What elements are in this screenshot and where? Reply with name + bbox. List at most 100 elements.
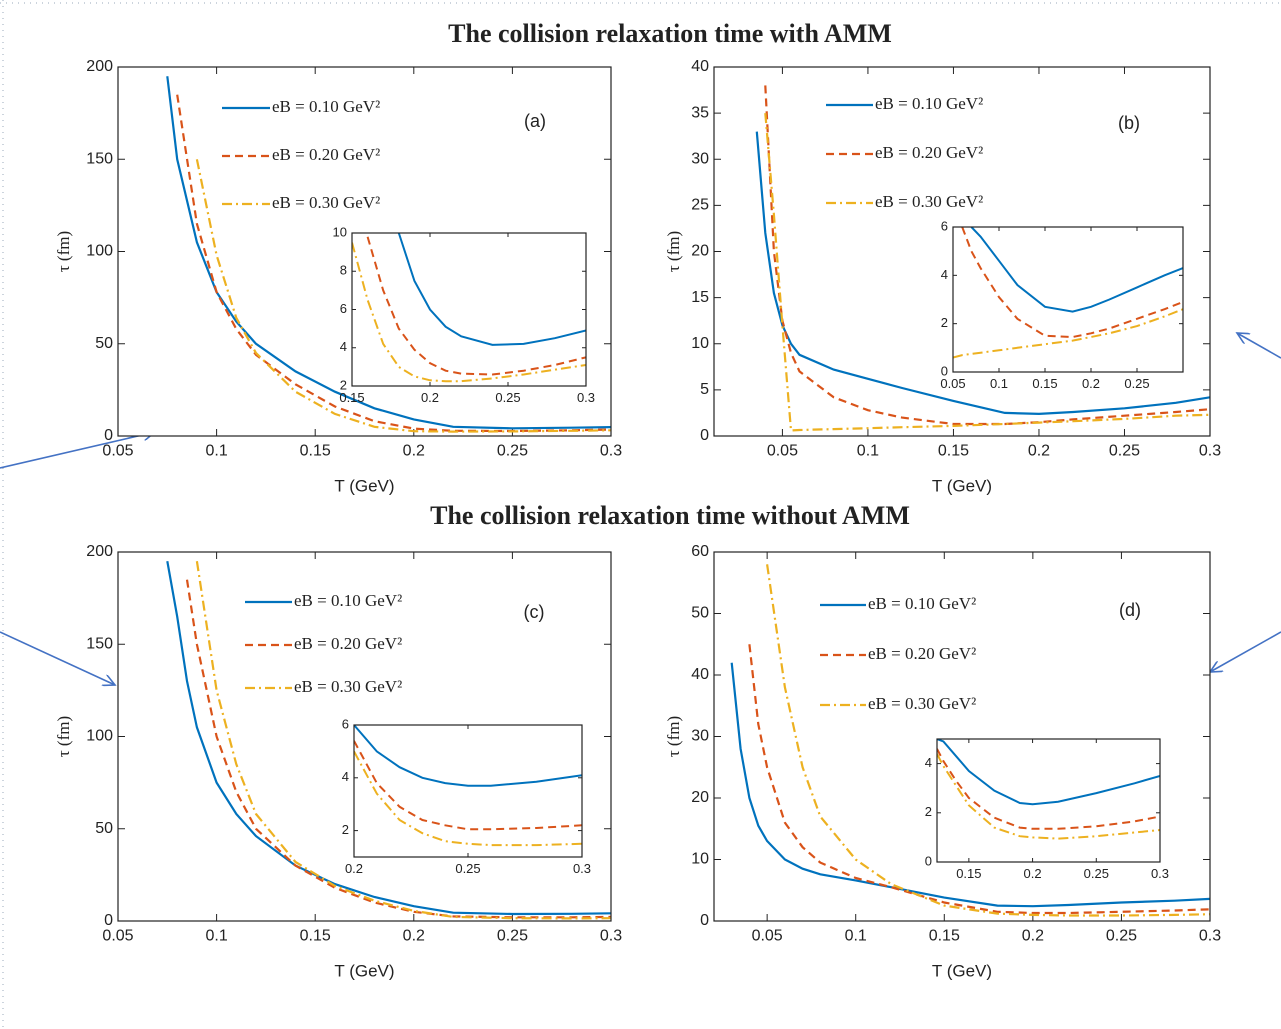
series-line (185, 579, 611, 919)
y-tick-label: 100 (86, 728, 113, 745)
axes-frame (351, 232, 587, 387)
inset: 0.15 0.2 0.25 0.3 0 2 4 (925, 738, 1169, 881)
y-tick-label: 50 (95, 335, 113, 352)
series-line (764, 85, 1210, 426)
series-line (937, 748, 1160, 830)
y-tick-label: 50 (95, 820, 113, 837)
y-tick-label: 0 (104, 912, 113, 929)
x-tick-label: 0.3 (1199, 442, 1221, 459)
y-tick-label: 30 (691, 150, 709, 167)
y-tick-label: 20 (691, 243, 709, 260)
series-line (366, 236, 586, 376)
series-line (354, 725, 582, 787)
section-title: The collision relaxation time without AM… (430, 501, 910, 530)
legend-label: eB = 0.10 GeV² (868, 594, 976, 613)
x-tick-label: 0.15 (339, 390, 364, 405)
x-tick-label: 0.25 (495, 390, 520, 405)
axes-frame (713, 66, 1211, 437)
y-tick-label: 4 (925, 755, 932, 770)
axes-frame (713, 551, 1211, 922)
y-tick-label: 4 (342, 769, 349, 784)
x-axis-label: T (GeV) (932, 961, 992, 980)
y-tick-label: 50 (691, 605, 709, 622)
series-line (195, 159, 611, 433)
series-line (970, 227, 1183, 313)
y-tick-label: 6 (941, 218, 948, 233)
arrow (1210, 631, 1281, 672)
axes-frame (353, 724, 583, 858)
x-tick-label: 0.1 (205, 442, 227, 459)
x-tick-label: 0.05 (102, 927, 133, 944)
x-tick-label: 0.3 (600, 442, 622, 459)
x-axis-label: T (GeV) (334, 476, 394, 495)
x-tick-label: 0.15 (300, 442, 331, 459)
inset: 0.15 0.2 0.25 0.3 2 4 6 8 10 (333, 224, 596, 404)
y-tick-label: 200 (86, 543, 113, 560)
series-line (755, 131, 1210, 416)
legend-label: eB = 0.10 GeV² (272, 97, 380, 116)
section-title: The collision relaxation time with AMM (448, 19, 892, 48)
y-tick-label: 2 (340, 377, 347, 392)
axes-frame (952, 226, 1184, 373)
y-tick-label: 0 (104, 427, 113, 444)
x-tick-label: 0.3 (573, 861, 591, 876)
x-tick-label: 0.3 (1151, 866, 1169, 881)
y-axis-label: τ (fm) (664, 716, 683, 757)
x-tick-label: 0.05 (940, 376, 965, 391)
x-tick-label: 0.15 (938, 442, 969, 459)
legend-label: eB = 0.30 GeV² (272, 193, 380, 212)
legend-label: eB = 0.30 GeV² (294, 677, 402, 696)
panel-label: (a) (524, 111, 546, 131)
y-tick-label: 0 (700, 912, 709, 929)
y-tick-label: 20 (691, 789, 709, 806)
x-tick-label: 0.3 (577, 390, 595, 405)
x-tick-label: 0.25 (1124, 376, 1149, 391)
x-tick-label: 0.2 (1024, 866, 1042, 881)
x-axis-label: T (GeV) (932, 476, 992, 495)
x-tick-label: 0.15 (956, 866, 981, 881)
y-tick-label: 25 (691, 197, 709, 214)
y-tick-label: 40 (691, 666, 709, 683)
x-tick-label: 0.25 (1084, 866, 1109, 881)
y-tick-label: 5 (700, 381, 709, 398)
y-tick-label: 150 (86, 150, 113, 167)
series-line (764, 113, 1210, 432)
y-tick-label: 100 (86, 243, 113, 260)
x-tick-label: 0.25 (455, 861, 480, 876)
x-tick-label: 0.1 (205, 927, 227, 944)
y-tick-label: 30 (691, 728, 709, 745)
x-tick-label: 0.2 (421, 390, 439, 405)
y-tick-label: 60 (691, 543, 709, 560)
x-tick-label: 0.25 (497, 442, 528, 459)
axes-frame (117, 66, 612, 437)
axes-frame (117, 551, 612, 922)
inset: 0.2 0.25 0.3 2 4 6 (342, 716, 591, 875)
legend-label: eB = 0.10 GeV² (294, 591, 402, 610)
panel-label: (d) (1119, 600, 1141, 620)
x-tick-label: 0.15 (1032, 376, 1057, 391)
x-tick-label: 0.1 (845, 927, 867, 944)
y-tick-label: 10 (691, 335, 709, 352)
y-axis-label: τ (fm) (664, 231, 683, 272)
series-line (166, 76, 611, 430)
legend-label: eB = 0.20 GeV² (875, 143, 983, 162)
y-tick-label: 200 (86, 58, 113, 75)
plot-area (937, 739, 1160, 862)
legend-label: eB = 0.10 GeV² (875, 94, 983, 113)
arrows (0, 333, 1281, 685)
series-line (354, 740, 582, 831)
y-tick-label: 0 (941, 363, 948, 378)
series-line (766, 564, 1210, 917)
y-tick-label: 2 (342, 822, 349, 837)
series-line (195, 561, 611, 920)
y-tick-label: 15 (691, 289, 709, 306)
x-tick-label: 0.05 (767, 442, 798, 459)
panel: 0.05 0.1 0.15 0.2 0.25 0.3 0 50 100 150 200 T (GeV)… (54, 543, 622, 980)
y-tick-label: 10 (333, 224, 347, 239)
y-tick-label: 8 (340, 263, 347, 278)
x-tick-label: 0.2 (1082, 376, 1100, 391)
arrow (0, 432, 155, 469)
